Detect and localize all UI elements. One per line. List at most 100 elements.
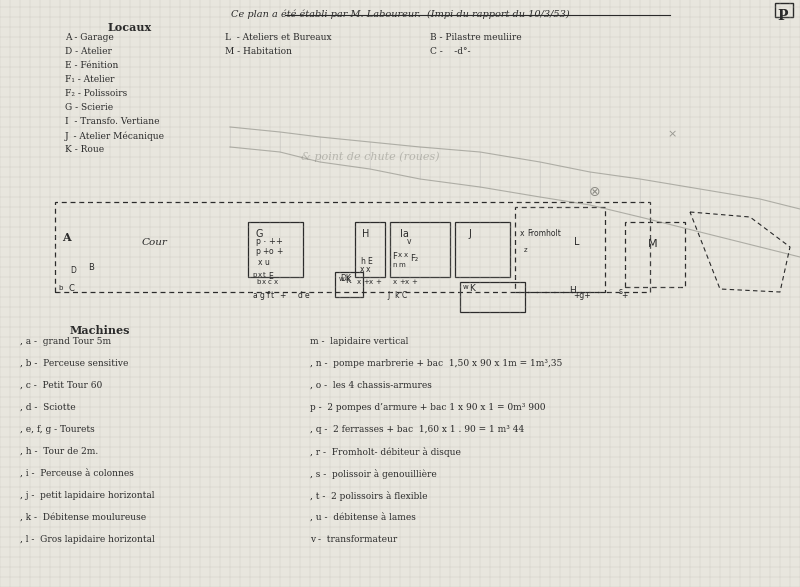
Text: +: + xyxy=(276,247,282,256)
Text: x: x xyxy=(274,279,278,285)
Text: , j -  petit lapidaire horizontal: , j - petit lapidaire horizontal xyxy=(20,491,154,500)
Text: +: + xyxy=(621,291,627,300)
Text: , s -  polissoir à genouillière: , s - polissoir à genouillière xyxy=(310,469,437,479)
Text: d: d xyxy=(298,291,303,300)
Text: +: + xyxy=(279,291,286,300)
Text: x: x xyxy=(258,258,262,267)
Text: p: p xyxy=(252,272,256,278)
Text: v: v xyxy=(407,237,411,246)
Text: x: x xyxy=(404,252,408,258)
Text: , t -  2 polissoirs à flexible: , t - 2 polissoirs à flexible xyxy=(310,491,427,501)
Text: G - Scierie: G - Scierie xyxy=(65,103,113,112)
Text: m: m xyxy=(398,262,405,268)
Text: z: z xyxy=(524,247,528,253)
Text: F₁ - Atelier: F₁ - Atelier xyxy=(65,75,114,84)
Bar xyxy=(390,222,450,277)
Text: , q -  2 ferrasses + bac  1,60 x 1 . 90 = 1 m³ 44: , q - 2 ferrasses + bac 1,60 x 1 . 90 = … xyxy=(310,425,524,434)
Text: p -  2 pompes d’armure + bac 1 x 90 x 1 = 0m³ 900: p - 2 pompes d’armure + bac 1 x 90 x 1 =… xyxy=(310,403,546,412)
Text: a: a xyxy=(252,291,257,300)
Text: f: f xyxy=(267,291,270,300)
Text: B - Pilastre meuliire: B - Pilastre meuliire xyxy=(430,33,522,42)
Text: J: J xyxy=(387,291,390,300)
Text: I  - Transfo. Vertiane: I - Transfo. Vertiane xyxy=(65,117,159,126)
Text: P: P xyxy=(778,9,788,23)
Text: F: F xyxy=(392,252,397,261)
Text: J  - Atelier Mécanique: J - Atelier Mécanique xyxy=(65,131,165,140)
Text: +: + xyxy=(262,247,268,256)
Text: k: k xyxy=(394,291,398,300)
Text: x: x xyxy=(360,265,365,274)
Text: L  - Ateliers et Bureaux: L - Ateliers et Bureaux xyxy=(225,33,332,42)
Text: x: x xyxy=(393,279,397,285)
Text: ·: · xyxy=(263,237,266,247)
Text: t: t xyxy=(271,291,274,300)
Text: M: M xyxy=(648,239,658,249)
Text: p: p xyxy=(255,237,260,246)
Text: +: + xyxy=(275,237,282,246)
Text: +: + xyxy=(411,279,417,285)
Text: Fromholt: Fromholt xyxy=(527,229,561,238)
Text: Ia: Ia xyxy=(400,229,409,239)
Text: +: + xyxy=(363,279,369,285)
Text: s: s xyxy=(619,287,623,296)
Text: e: e xyxy=(305,291,310,300)
Text: , o -  les 4 chassis-armures: , o - les 4 chassis-armures xyxy=(310,381,432,390)
Text: A - Garage: A - Garage xyxy=(65,33,114,42)
Text: D - Atelier: D - Atelier xyxy=(65,47,112,56)
Text: x: x xyxy=(520,229,525,238)
Text: +: + xyxy=(399,279,405,285)
Text: Locaux: Locaux xyxy=(108,22,152,33)
Text: p: p xyxy=(255,247,260,256)
Text: +: + xyxy=(375,279,381,285)
Bar xyxy=(460,282,525,312)
Text: C: C xyxy=(402,291,407,300)
Text: , b -  Perceuse sensitive: , b - Perceuse sensitive xyxy=(20,359,128,368)
Text: h: h xyxy=(360,257,365,266)
Text: w: w xyxy=(339,276,345,282)
Text: b: b xyxy=(256,279,260,285)
Bar xyxy=(248,222,303,277)
Text: L: L xyxy=(574,237,579,247)
Text: x: x xyxy=(369,279,373,285)
Text: A: A xyxy=(62,231,70,242)
Text: t: t xyxy=(263,272,266,278)
Text: g: g xyxy=(260,291,265,300)
Text: E: E xyxy=(367,257,372,266)
Text: J: J xyxy=(468,229,471,239)
Text: m -  lapidaire vertical: m - lapidaire vertical xyxy=(310,337,408,346)
Text: +g+: +g+ xyxy=(573,291,590,300)
Text: G: G xyxy=(255,229,262,239)
Text: K - Roue: K - Roue xyxy=(65,145,104,154)
Bar xyxy=(355,222,385,277)
Text: Ce plan a été établi par M. Laboureur.  (Impi du rapport du 10/3/53): Ce plan a été établi par M. Laboureur. (… xyxy=(230,9,570,19)
Text: b: b xyxy=(58,285,62,291)
Text: ⊗: ⊗ xyxy=(589,185,601,199)
Bar xyxy=(335,272,363,297)
Text: H: H xyxy=(362,229,370,239)
Text: K: K xyxy=(345,276,350,285)
Text: M - Habitation: M - Habitation xyxy=(225,47,292,56)
Text: B: B xyxy=(88,262,94,272)
Bar xyxy=(455,222,510,277)
Text: , u -  débitense à lames: , u - débitense à lames xyxy=(310,513,416,522)
Text: F₂ - Polissoirs: F₂ - Polissoirs xyxy=(65,89,127,98)
Bar xyxy=(775,3,793,17)
Text: x: x xyxy=(258,272,262,278)
Text: Cour: Cour xyxy=(142,238,168,247)
Text: & point de chute (roues): & point de chute (roues) xyxy=(301,151,439,162)
Text: n: n xyxy=(392,262,397,268)
Text: , a -  grand Tour 5m: , a - grand Tour 5m xyxy=(20,337,111,346)
Text: , e, f, g - Tourets: , e, f, g - Tourets xyxy=(20,425,94,434)
Text: , k -  Débitense moulureuse: , k - Débitense moulureuse xyxy=(20,513,146,522)
Text: , h -  Tour de 2m.: , h - Tour de 2m. xyxy=(20,447,98,456)
Text: u: u xyxy=(264,258,269,267)
Text: E - Fénition: E - Fénition xyxy=(65,61,118,70)
Text: v -  transformateur: v - transformateur xyxy=(310,535,398,544)
Text: x: x xyxy=(405,279,409,285)
Text: o: o xyxy=(269,247,274,256)
Text: , d -  Sciotte: , d - Sciotte xyxy=(20,403,76,412)
Text: , l -  Gros lapidaire horizontal: , l - Gros lapidaire horizontal xyxy=(20,535,154,544)
Text: , i -  Perceuse à colonnes: , i - Perceuse à colonnes xyxy=(20,469,134,478)
Text: x: x xyxy=(366,265,370,274)
Text: , n -  pompe marbrerie + bac  1,50 x 90 x 1m = 1m³,35: , n - pompe marbrerie + bac 1,50 x 90 x … xyxy=(310,359,562,368)
